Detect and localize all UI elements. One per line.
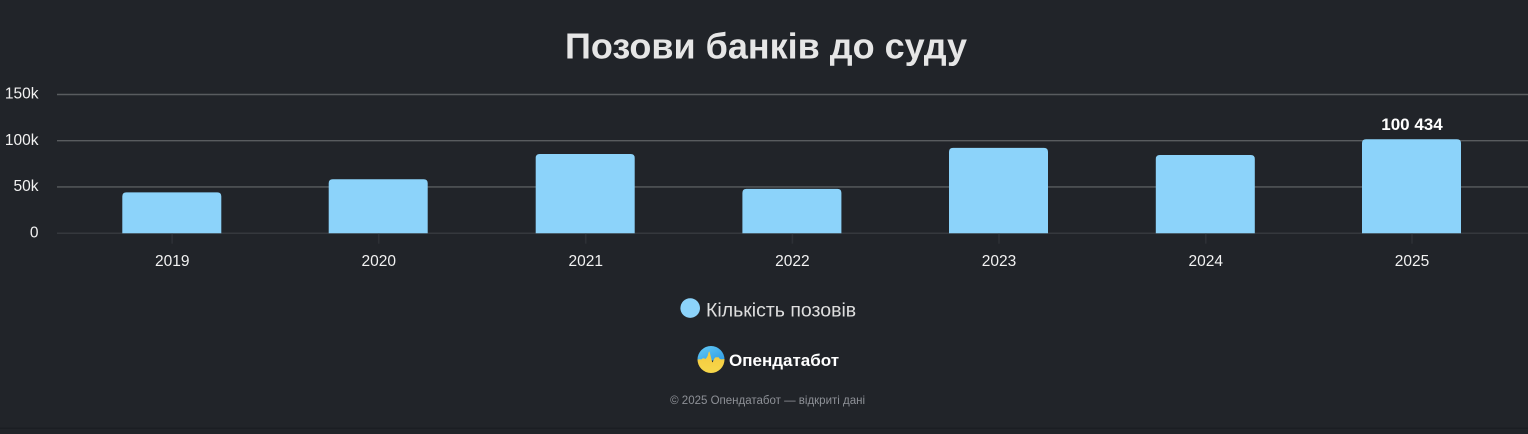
svg-text:Опендатабот: Опендатабот (729, 351, 839, 370)
svg-text:2024: 2024 (1189, 253, 1224, 270)
svg-text:150k: 150k (5, 86, 39, 103)
svg-text:100 434: 100 434 (1381, 115, 1443, 134)
svg-text:2023: 2023 (982, 253, 1016, 270)
svg-text:2019: 2019 (155, 253, 189, 270)
svg-text:© 2025 Опендатабот — відкриті: © 2025 Опендатабот — відкриті дані (670, 395, 865, 407)
svg-text:Кількість позовів: Кількість позовів (706, 300, 856, 322)
svg-text:0: 0 (30, 225, 39, 242)
svg-text:50k: 50k (14, 178, 39, 195)
svg-text:2021: 2021 (568, 253, 602, 270)
svg-text:2020: 2020 (361, 253, 396, 270)
svg-text:100k: 100k (5, 132, 39, 149)
svg-text:2025: 2025 (1395, 253, 1429, 270)
svg-text:2022: 2022 (775, 253, 809, 270)
svg-text:Позови банків до суду: Позови банків до суду (565, 26, 967, 67)
